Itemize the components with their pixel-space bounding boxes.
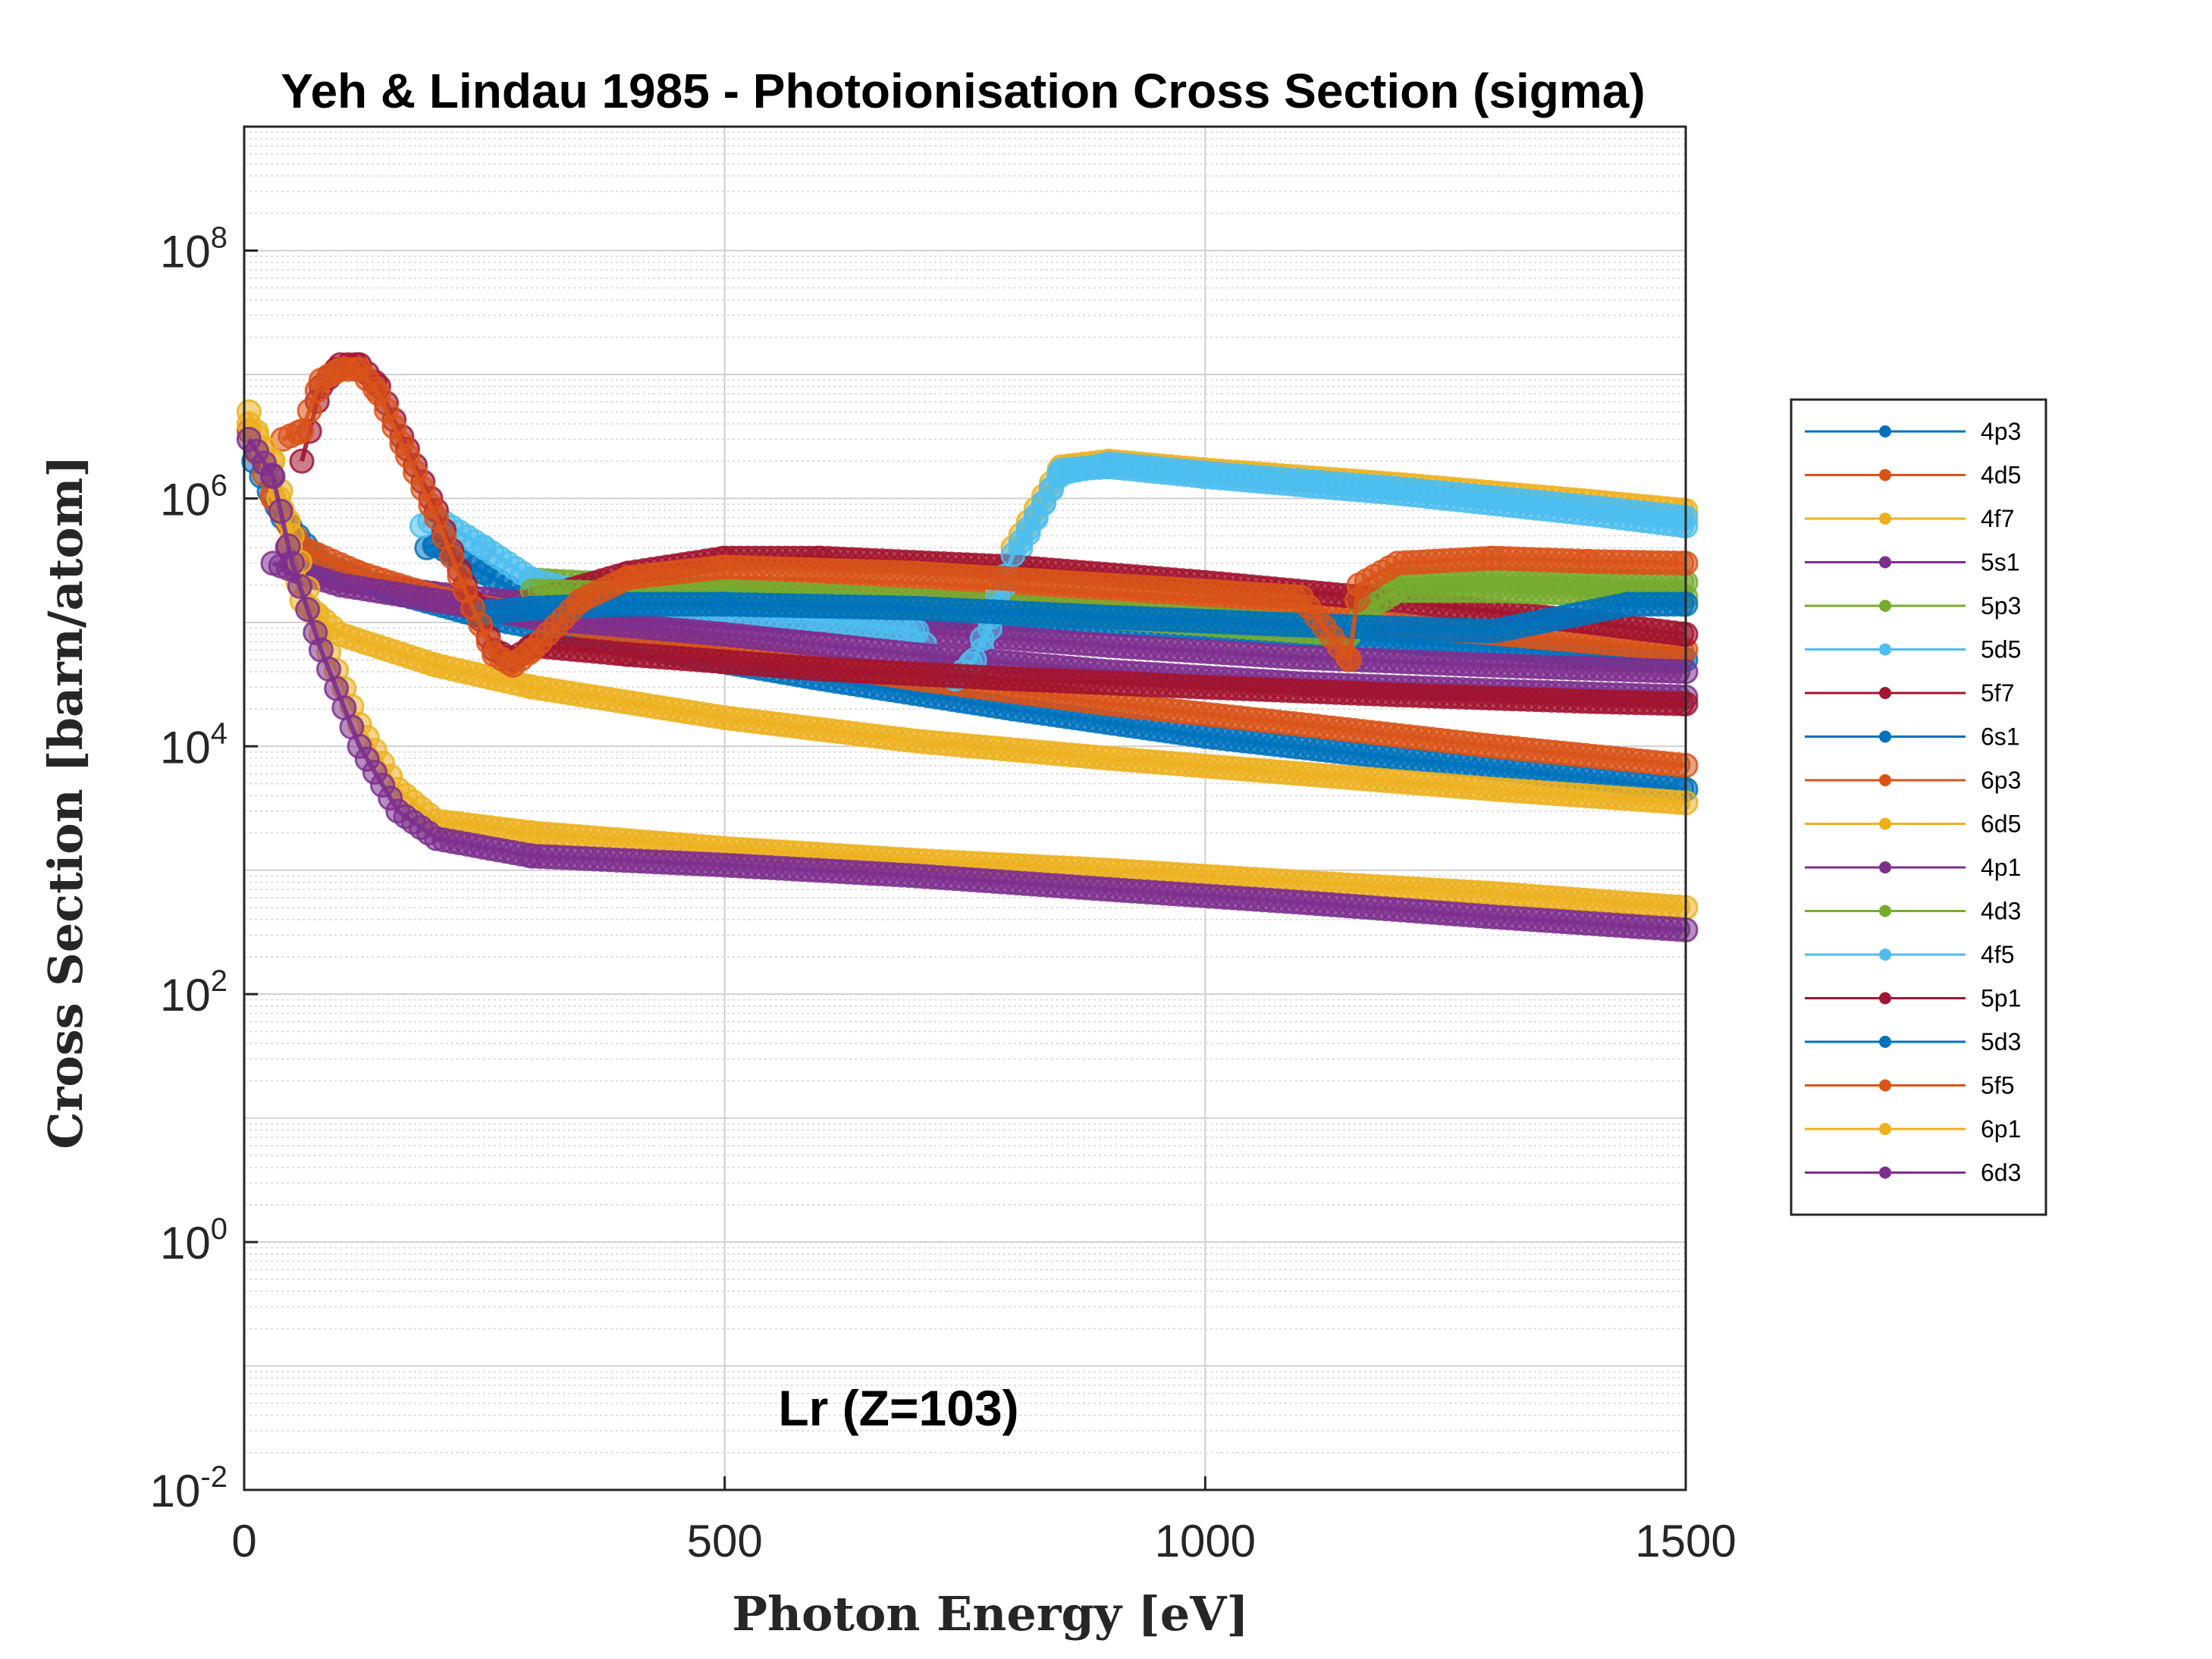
legend-label: 4p3 (1981, 418, 2021, 445)
legend-label: 5s1 (1981, 549, 2020, 576)
legend-marker (1879, 774, 1891, 786)
legend-marker (1879, 513, 1891, 525)
y-tick-label: 108 (160, 221, 227, 277)
legend-marker (1879, 1166, 1891, 1179)
y-tick-label: 102 (160, 964, 227, 1021)
y-tick-label: 106 (160, 469, 227, 525)
legend-marker (1879, 992, 1891, 1005)
element-annotation: Lr (Z=103) (778, 1380, 1018, 1436)
y-tick-label: 100 (160, 1212, 227, 1269)
legend-label: 6s1 (1981, 723, 2020, 751)
x-tick-label: 500 (687, 1516, 763, 1566)
legend-label: 6d5 (1981, 811, 2021, 838)
legend-marker (1879, 730, 1891, 743)
legend-label: 5d5 (1981, 636, 2021, 663)
legend: 4p3 4d5 4f7 5s1 5p3 5d5 5f7 6s1 6p3 6d5 4p1 4d3 4f5 5… (1790, 398, 2047, 1216)
x-tick-label: 1000 (1155, 1516, 1256, 1566)
legend-label: 4d5 (1981, 462, 2021, 489)
legend-marker (1879, 949, 1891, 961)
y-tick-label: 104 (160, 717, 227, 773)
x-tick-label: 1500 (1635, 1516, 1736, 1566)
legend-label: 5d3 (1981, 1028, 2021, 1055)
legend-label: 5f5 (1981, 1072, 2014, 1099)
legend-label: 4d3 (1981, 898, 2021, 925)
x-tick-label: 0 (231, 1516, 256, 1566)
legend-marker (1879, 687, 1891, 699)
data-point (289, 448, 315, 474)
data-point (279, 550, 305, 576)
legend-label: 6p3 (1981, 767, 2021, 794)
legend-label: 4f7 (1981, 505, 2014, 532)
legend-label: 5p3 (1981, 592, 2021, 619)
data-point (260, 464, 286, 490)
data-point (287, 573, 313, 599)
axes-frame (243, 125, 1687, 1491)
legend-label: 4f5 (1981, 941, 2014, 968)
y-axis-label: Cross Section [barn/atom] (38, 455, 93, 1149)
legend-marker (1879, 1123, 1891, 1135)
legend-label: 6p1 (1981, 1115, 2021, 1143)
legend-label: 4p1 (1981, 854, 2021, 881)
legend-marker (1879, 425, 1891, 437)
data-point (268, 498, 293, 524)
grid (243, 126, 1686, 1491)
legend-marker (1879, 905, 1891, 917)
legend-label: 5f7 (1981, 679, 2014, 707)
legend-marker (1879, 643, 1891, 656)
legend-marker (1879, 1036, 1891, 1048)
x-axis-label: Photon Energy [eV] (732, 1586, 1248, 1642)
legend-marker (1879, 817, 1891, 830)
data-point (295, 597, 321, 623)
legend-marker (1879, 861, 1891, 873)
legend-marker (1879, 1079, 1891, 1092)
legend-marker (1879, 469, 1891, 481)
legend-label: 6d3 (1981, 1159, 2021, 1187)
data-point (1336, 647, 1362, 673)
chart-title: Yeh & Lindau 1985 - Photoionisation Cros… (281, 64, 1645, 118)
series-area (236, 352, 1699, 942)
data-point (969, 626, 995, 651)
legend-marker (1879, 600, 1891, 612)
y-tick-label: 10-2 (150, 1460, 227, 1516)
legend-marker (1879, 556, 1891, 569)
legend-label: 5p1 (1981, 985, 2021, 1012)
